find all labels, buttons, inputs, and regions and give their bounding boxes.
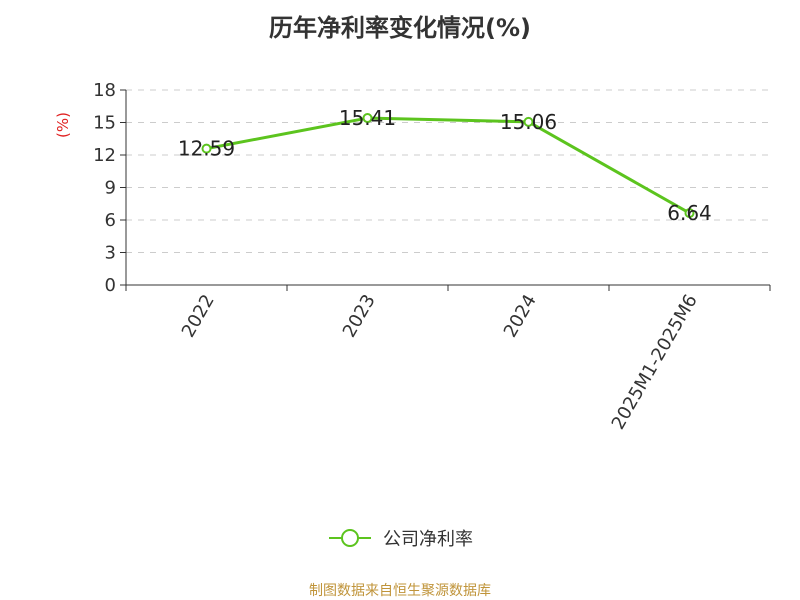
data-label: 15.41 [339,106,396,130]
y-tick-label: 3 [105,243,116,264]
y-tick-label: 15 [93,113,116,134]
x-tick-label: 2025M1-2025M6 [608,291,702,433]
y-tick-label: 6 [105,210,116,231]
axes: 0 3 6 9 12 15 18 2022 2023 2024 2025M1-2025M6 [93,80,771,433]
series-net-margin [201,113,695,219]
data-point [684,208,695,219]
data-label: 15.06 [500,110,557,134]
x-tick-label: 2023 [339,291,380,341]
x-tick-label: 2022 [178,291,219,341]
legend-marker-icon [329,529,371,547]
x-tick-label: 2024 [500,291,541,341]
data-point [523,116,534,127]
data-label: 12.59 [178,137,235,161]
y-tick-label: 0 [105,275,116,296]
grid-lines [126,89,770,253]
data-point [201,143,212,154]
legend-label: 公司净利率 [383,529,473,550]
y-axis-label: (%) [54,112,72,138]
chart-title: 历年净利率变化情况(%) [269,14,531,42]
data-point [362,113,373,124]
y-tick-label: 18 [93,80,116,101]
y-tick-label: 12 [93,145,116,166]
series-line [206,116,691,215]
y-tick-label: 9 [105,178,116,199]
source-note: 制图数据来自恒生聚源数据库 [309,583,491,599]
legend[interactable]: 公司净利率 [0,522,800,554]
data-labels: 12.59 15.41 15.06 6.64 [178,106,712,225]
data-label: 6.64 [667,201,712,225]
